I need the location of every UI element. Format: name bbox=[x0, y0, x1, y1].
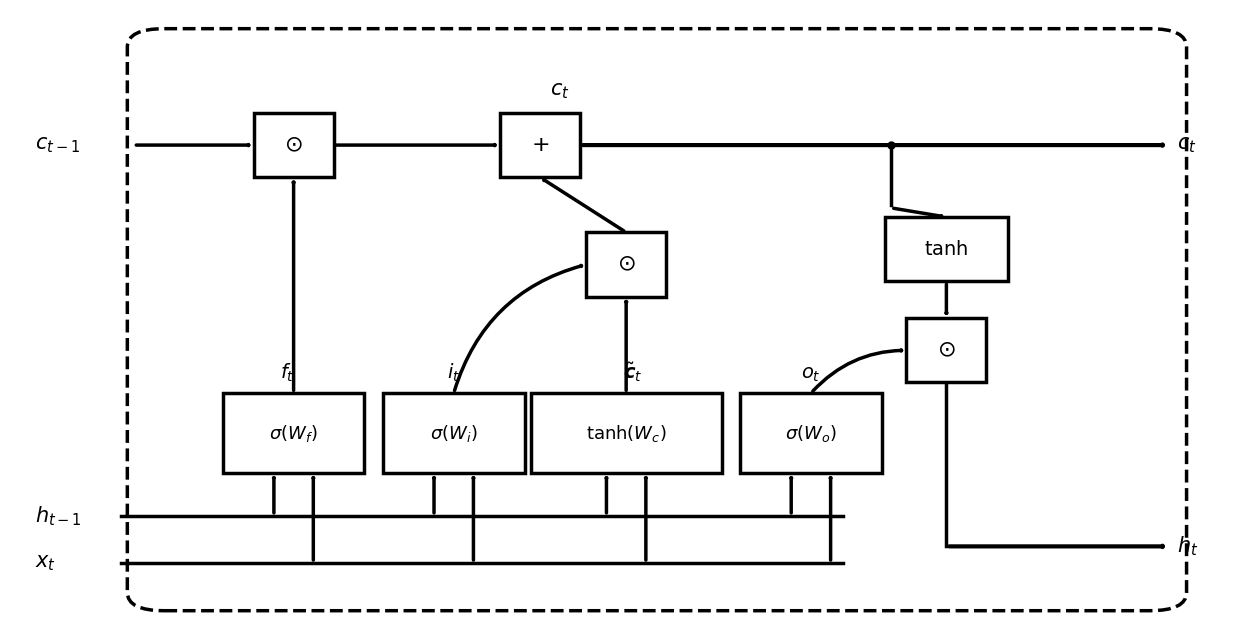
Text: $\tilde{\boldsymbol{c}}_t$: $\tilde{\boldsymbol{c}}_t$ bbox=[622, 361, 642, 384]
Text: $+$: $+$ bbox=[531, 135, 549, 155]
Text: $\sigma(W_o)$: $\sigma(W_o)$ bbox=[785, 422, 837, 443]
FancyBboxPatch shape bbox=[383, 393, 525, 473]
Text: $\boldsymbol{c_{t-1}}$: $\boldsymbol{c_{t-1}}$ bbox=[35, 135, 79, 155]
FancyBboxPatch shape bbox=[906, 318, 987, 383]
Text: $\boldsymbol{h_t}$: $\boldsymbol{h_t}$ bbox=[1177, 535, 1198, 558]
Text: $\odot$: $\odot$ bbox=[284, 135, 303, 155]
Text: $\boldsymbol{f_t}$: $\boldsymbol{f_t}$ bbox=[280, 361, 295, 384]
Text: $\boldsymbol{c_t}$: $\boldsymbol{c_t}$ bbox=[1177, 135, 1197, 155]
Text: $\boldsymbol{c_t}$: $\boldsymbol{c_t}$ bbox=[549, 81, 569, 101]
FancyBboxPatch shape bbox=[531, 393, 722, 473]
Text: $\mathrm{tanh}(W_c)$: $\mathrm{tanh}(W_c)$ bbox=[585, 422, 666, 443]
Text: $\boldsymbol{i_t}$: $\boldsymbol{i_t}$ bbox=[448, 361, 460, 384]
Text: $\sigma(W_i)$: $\sigma(W_i)$ bbox=[430, 422, 477, 443]
FancyBboxPatch shape bbox=[885, 217, 1008, 281]
FancyBboxPatch shape bbox=[223, 393, 365, 473]
Text: $\boldsymbol{x_t}$: $\boldsymbol{x_t}$ bbox=[35, 553, 56, 573]
FancyBboxPatch shape bbox=[740, 393, 882, 473]
FancyBboxPatch shape bbox=[500, 113, 580, 177]
FancyBboxPatch shape bbox=[253, 113, 334, 177]
Text: $\boldsymbol{o_t}$: $\boldsymbol{o_t}$ bbox=[801, 365, 821, 384]
Text: $\odot$: $\odot$ bbox=[616, 255, 635, 274]
Text: $\mathrm{tanh}$: $\mathrm{tanh}$ bbox=[924, 240, 968, 259]
Text: $\odot$: $\odot$ bbox=[937, 340, 956, 360]
Text: $\boldsymbol{h_{t-1}}$: $\boldsymbol{h_{t-1}}$ bbox=[35, 504, 82, 528]
FancyBboxPatch shape bbox=[587, 232, 666, 297]
Text: $\sigma(W_f)$: $\sigma(W_f)$ bbox=[269, 422, 317, 443]
